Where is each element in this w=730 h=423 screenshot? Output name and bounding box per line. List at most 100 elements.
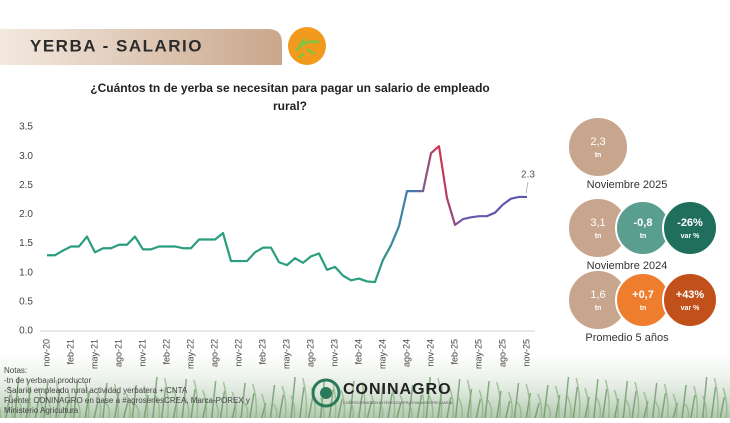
grass-blade	[537, 393, 543, 419]
grass-blade	[457, 397, 463, 419]
grass-blade	[672, 393, 678, 419]
y-tick-label: 2.0	[19, 209, 33, 220]
grass-blade	[231, 391, 237, 419]
x-tick-label: may-24	[377, 339, 387, 369]
grass-blade	[307, 396, 314, 419]
grass-blade	[181, 378, 188, 419]
summary-circle	[662, 200, 718, 256]
grass-blade	[466, 379, 472, 419]
grass-blade	[419, 385, 425, 419]
grass-blade	[66, 389, 72, 419]
note: -Salario empleado rural actividad yerbat…	[4, 386, 188, 395]
grass-blade	[554, 385, 560, 419]
logo: CONINAGRO CONFEDERACIÓN INTERCOOPERATIVA…	[311, 378, 453, 408]
icon	[288, 27, 326, 65]
grass-blade	[654, 401, 660, 419]
grass-blade	[290, 395, 296, 419]
grass-blade	[269, 384, 276, 419]
y-tick-label: 3.5	[19, 122, 33, 133]
grass-blade	[566, 395, 572, 419]
grass-blade	[96, 391, 102, 419]
summary-value: -26%	[677, 217, 703, 229]
note: Notas:	[4, 366, 27, 375]
grass-blade	[604, 379, 610, 419]
grass-blade	[543, 384, 549, 419]
x-tick-label: nov-21	[137, 339, 147, 367]
grass-blade	[651, 382, 658, 419]
y-tick-label: 1.5	[19, 238, 33, 249]
summary-unit: tn	[640, 233, 647, 240]
x-tick-label: may-21	[89, 339, 99, 369]
grass-blade	[622, 380, 629, 419]
grass-blade	[454, 378, 461, 419]
grass-blade	[25, 386, 32, 419]
grass-blade	[134, 403, 140, 419]
x-tick-label: feb-23	[257, 339, 267, 365]
grass-blade	[643, 400, 649, 419]
grass-blade	[378, 382, 385, 419]
grass-blade	[513, 382, 520, 419]
grass-blade	[722, 387, 728, 419]
grass-blade	[143, 385, 149, 419]
grass-blade	[534, 402, 540, 419]
y-tick-label: 2.5	[19, 180, 33, 191]
grass-blade	[278, 394, 285, 419]
grass-blade	[155, 395, 161, 419]
grass-blade	[34, 396, 41, 419]
x-tick-label: ago-21	[113, 339, 123, 367]
summary-unit: var %	[681, 305, 700, 312]
summary-circle	[567, 116, 629, 178]
summary-unit: tn	[595, 305, 602, 312]
grass-blade	[272, 403, 278, 419]
grass-blade	[690, 394, 696, 419]
grass-blade	[113, 383, 119, 419]
grass-blade	[240, 382, 246, 419]
grass-blade	[222, 381, 228, 419]
grass-blade	[319, 397, 325, 419]
grass-blade	[299, 386, 305, 419]
y-tick-label: 3.0	[19, 151, 33, 162]
grass-blade	[449, 387, 455, 419]
grass-blade	[122, 402, 129, 419]
logo-mark	[311, 378, 341, 408]
grass-blade	[8, 385, 14, 419]
logo-name: CONINAGRO	[343, 381, 452, 398]
grass-blade	[437, 386, 443, 419]
grass-blade	[487, 399, 493, 419]
grass-blade	[701, 395, 707, 419]
grass-blade	[349, 380, 355, 419]
grass-blade	[396, 402, 402, 419]
grass-blade	[496, 381, 502, 419]
grass-blade	[478, 389, 484, 419]
grass-blade	[357, 390, 364, 419]
data-line	[47, 145, 527, 284]
grass-blade	[575, 377, 581, 419]
grass-blade	[507, 391, 513, 419]
grass-blade	[446, 396, 452, 419]
grass-blade	[63, 398, 70, 419]
grass-blade	[84, 390, 91, 419]
x-tick-label: nov-23	[329, 339, 339, 367]
grass-blade	[160, 386, 167, 419]
grass-blade	[625, 399, 631, 419]
x-tick-label: may-23	[281, 339, 291, 369]
chart-title: ¿Cuántos tn de yerba se necesitan para p…	[90, 81, 489, 95]
x-tick-label: nov-20	[41, 339, 51, 367]
grass-blade	[425, 376, 432, 419]
grass-blade	[43, 378, 49, 419]
grass-blade	[55, 379, 61, 419]
grass-blade	[643, 391, 649, 419]
grass-blade	[713, 377, 719, 419]
summary-label: Noviembre 2025	[587, 179, 668, 191]
grass-blade	[593, 378, 599, 419]
summary-unit: var %	[681, 233, 700, 240]
y-tick-label: 1.0	[19, 267, 33, 278]
grass-blade	[613, 398, 620, 419]
x-tick-label: feb-21	[65, 339, 75, 365]
grass-blade	[252, 383, 258, 419]
grass-blade	[16, 395, 22, 419]
x-tick-label: feb-25	[449, 339, 459, 365]
grass-blade	[349, 399, 355, 419]
grass-blade	[75, 399, 81, 419]
grass-blade	[681, 384, 687, 419]
